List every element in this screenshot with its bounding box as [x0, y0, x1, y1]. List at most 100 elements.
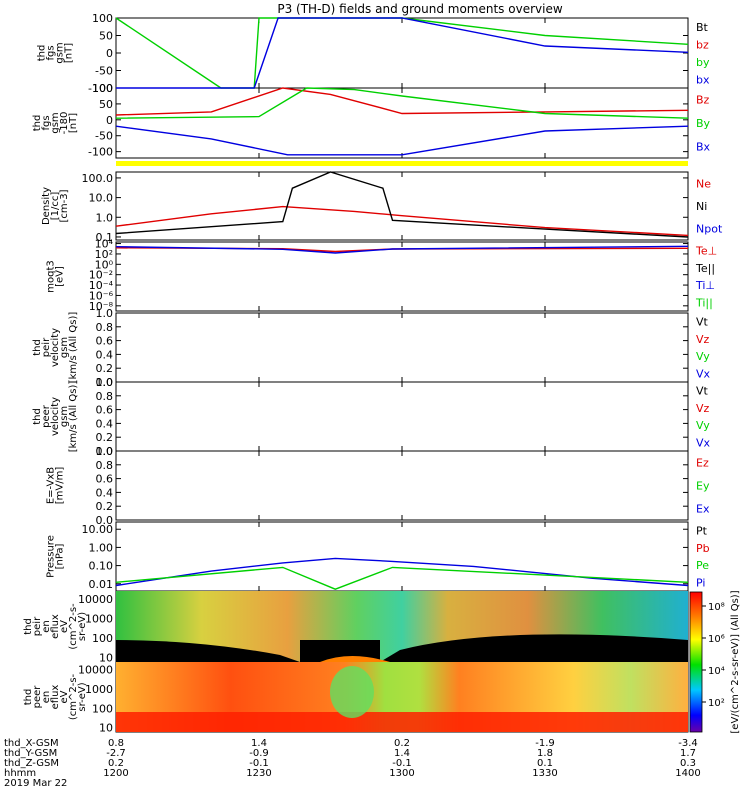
y-axis-label: en [41, 691, 52, 704]
series-Pe [115, 566, 689, 590]
y-axis-label: eflux [50, 614, 61, 639]
y-tick-label: 10000 [78, 593, 113, 606]
y-tick-label: 1.0 [96, 376, 114, 389]
y-axis-label: E=-VxB [46, 467, 57, 504]
y-axis-label: thd [37, 45, 48, 62]
series-Ne [115, 205, 689, 237]
ion-spectrogram [116, 591, 688, 662]
colorbar-tick: 10² [708, 698, 725, 709]
x-row-name: thd_X-GSM [4, 738, 59, 749]
y-tick-label: 1.00 [89, 541, 114, 554]
x-tick-value: -1.9 [535, 738, 555, 749]
panel-frame [115, 17, 689, 89]
y-axis-label: gsm [59, 406, 70, 427]
legend-Ez: Ez [696, 457, 709, 470]
y-tick-label: 10² [95, 248, 113, 261]
x-tick-value: 1230 [246, 768, 271, 779]
panel-frame [115, 381, 689, 452]
y-axis-label: (cm^2-s- [68, 603, 79, 650]
y-axis-label: peer [41, 404, 52, 428]
y-tick-label: 0.6 [96, 473, 114, 486]
y-tick-label: 0.8 [96, 321, 114, 334]
y-tick-label: -100 [88, 146, 113, 159]
legend-Vy: Vy [696, 419, 710, 432]
legend-Vz: Vz [696, 333, 710, 346]
x-row-name: thd_Y-GSM [4, 748, 57, 759]
y-axis-label: [nPa] [55, 543, 66, 569]
y-tick-label: 0 [106, 114, 113, 127]
y-axis-label: eV [59, 620, 70, 633]
colorbar-tick: 10⁴ [708, 666, 725, 677]
y-tick-label: 0.0 [96, 376, 114, 389]
legend-Ey: Ey [696, 480, 710, 493]
legend-by: by [696, 56, 710, 69]
x-tick-value: -3.4 [678, 738, 698, 749]
legend-Bx: Bx [696, 140, 711, 153]
y-tick-label: 0.0 [96, 445, 114, 458]
y-tick-label: 10 [99, 652, 113, 665]
series-Pi [115, 557, 689, 587]
y-tick-label: 50 [99, 98, 113, 111]
x-row-name: thd_Z-GSM [4, 758, 59, 769]
panel-p10: 10000 1000 100 10 thdpeerenefluxeV(cm^2-s-sr… [23, 661, 689, 735]
y-axis-label: [nT] [64, 43, 75, 63]
legend-Vy: Vy [696, 350, 710, 363]
x-tick-value: 1.7 [680, 748, 696, 759]
y-tick-label: -50 [95, 65, 113, 78]
panels: 100500-50-100thdfgsgsm[nT]Btbzbybx100500… [23, 12, 723, 735]
x-tick-value: 0.2 [108, 758, 124, 769]
y-axis-label: [eV] [55, 266, 66, 287]
y-axis-label: [cm-3] [59, 189, 70, 222]
y-tick-label: 10.00 [82, 523, 114, 536]
y-tick-label: 0.2 [96, 431, 114, 444]
legend-bz: bz [696, 38, 709, 51]
legend-Ti⊥: Ti⊥ [695, 279, 715, 292]
y-tick-label: 0.2 [96, 362, 114, 375]
legend-bx: bx [696, 73, 710, 86]
y-tick-label: 0.4 [96, 417, 114, 430]
series-Bx [115, 125, 689, 156]
y-axis-label: eflux [50, 685, 61, 710]
series-Bz [115, 87, 689, 116]
panel-p6: 1.00.80.60.40.20.0thdpeervelocitygsm[km/… [32, 376, 711, 458]
x-tick-value: -0.1 [392, 758, 412, 769]
y-tick-label: 100.0 [82, 172, 114, 185]
date-label: 2019 Mar 22 [4, 778, 67, 789]
y-tick-label: 0.6 [96, 335, 114, 348]
y-axis-label: Pressure [46, 535, 57, 578]
legend-Ti||: Ti|| [695, 296, 713, 309]
series-Ni [115, 171, 689, 238]
y-tick-label: 10000 [78, 664, 113, 677]
y-tick-label: 0.01 [89, 578, 114, 591]
y-axis-label: [1/cc] [50, 192, 61, 221]
y-tick-label: 10⁴ [95, 238, 114, 251]
y-axis-label: gsm [50, 112, 61, 133]
y-axis-label: gsm [55, 42, 66, 63]
y-tick-label: 0.8 [96, 390, 114, 403]
y-axis-label: thd [23, 618, 34, 635]
x-tick-value: 1.4 [251, 738, 267, 749]
x-tick-value: 1.4 [394, 748, 410, 759]
y-tick-label: 0.2 [96, 500, 114, 513]
legend-Ex: Ex [696, 503, 710, 516]
y-tick-label: 10⁻⁴ [89, 279, 114, 292]
panel-frame [115, 241, 689, 312]
x-tick-value: 1.8 [537, 748, 553, 759]
legend-Vt: Vt [696, 316, 709, 329]
x-tick-value: -2.7 [106, 748, 126, 759]
colorbar-label: [eV/(cm^2-s-sr-eV)] (All Qs)] [730, 590, 741, 733]
y-tick-label: 1000 [85, 683, 113, 696]
y-axis-label: en [41, 620, 52, 633]
y-tick-label: 0.4 [96, 486, 114, 499]
panel-p5: 1.00.80.60.40.20.0thdpeirvelocitygsm[km/… [32, 307, 711, 389]
x-tick-value: 0.3 [680, 758, 696, 769]
panel-frame [115, 521, 689, 592]
y-axis-label: peir [41, 337, 52, 357]
y-tick-label: 0.6 [96, 404, 114, 417]
y-axis-label: gsm [59, 337, 70, 358]
legend-Pt: Pt [696, 525, 708, 538]
y-axis-label: eV [59, 690, 70, 703]
y-tick-label: 1.0 [96, 445, 114, 458]
